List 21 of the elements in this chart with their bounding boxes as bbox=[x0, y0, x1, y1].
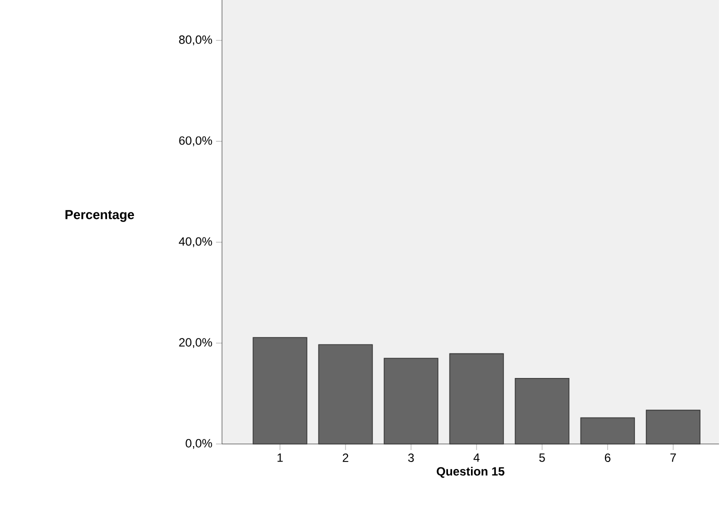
bar bbox=[580, 417, 635, 444]
x-tick-label: 2 bbox=[342, 454, 348, 462]
y-tick-label: 0,0% bbox=[186, 439, 212, 449]
x-tick-label: 7 bbox=[670, 454, 676, 462]
bar bbox=[449, 353, 504, 444]
y-tick-label: 80,0% bbox=[179, 35, 212, 46]
x-axis-title: Question 15 bbox=[436, 466, 504, 478]
x-tick-label: 4 bbox=[474, 454, 480, 462]
bar bbox=[514, 378, 570, 444]
bar bbox=[646, 410, 700, 444]
x-tick-label: 1 bbox=[278, 454, 283, 462]
bar bbox=[318, 344, 373, 444]
bar bbox=[384, 358, 438, 444]
y-axis-title: Percentage bbox=[66, 210, 134, 222]
y-tick-label: 40,0% bbox=[178, 237, 212, 248]
y-tick-label: 20,0% bbox=[179, 338, 212, 348]
x-tick-label: 6 bbox=[604, 454, 610, 462]
x-tick-label: 3 bbox=[408, 454, 414, 462]
y-tick-label: 60,0% bbox=[179, 136, 212, 146]
bar bbox=[252, 337, 308, 444]
x-tick-label: 5 bbox=[539, 454, 545, 462]
